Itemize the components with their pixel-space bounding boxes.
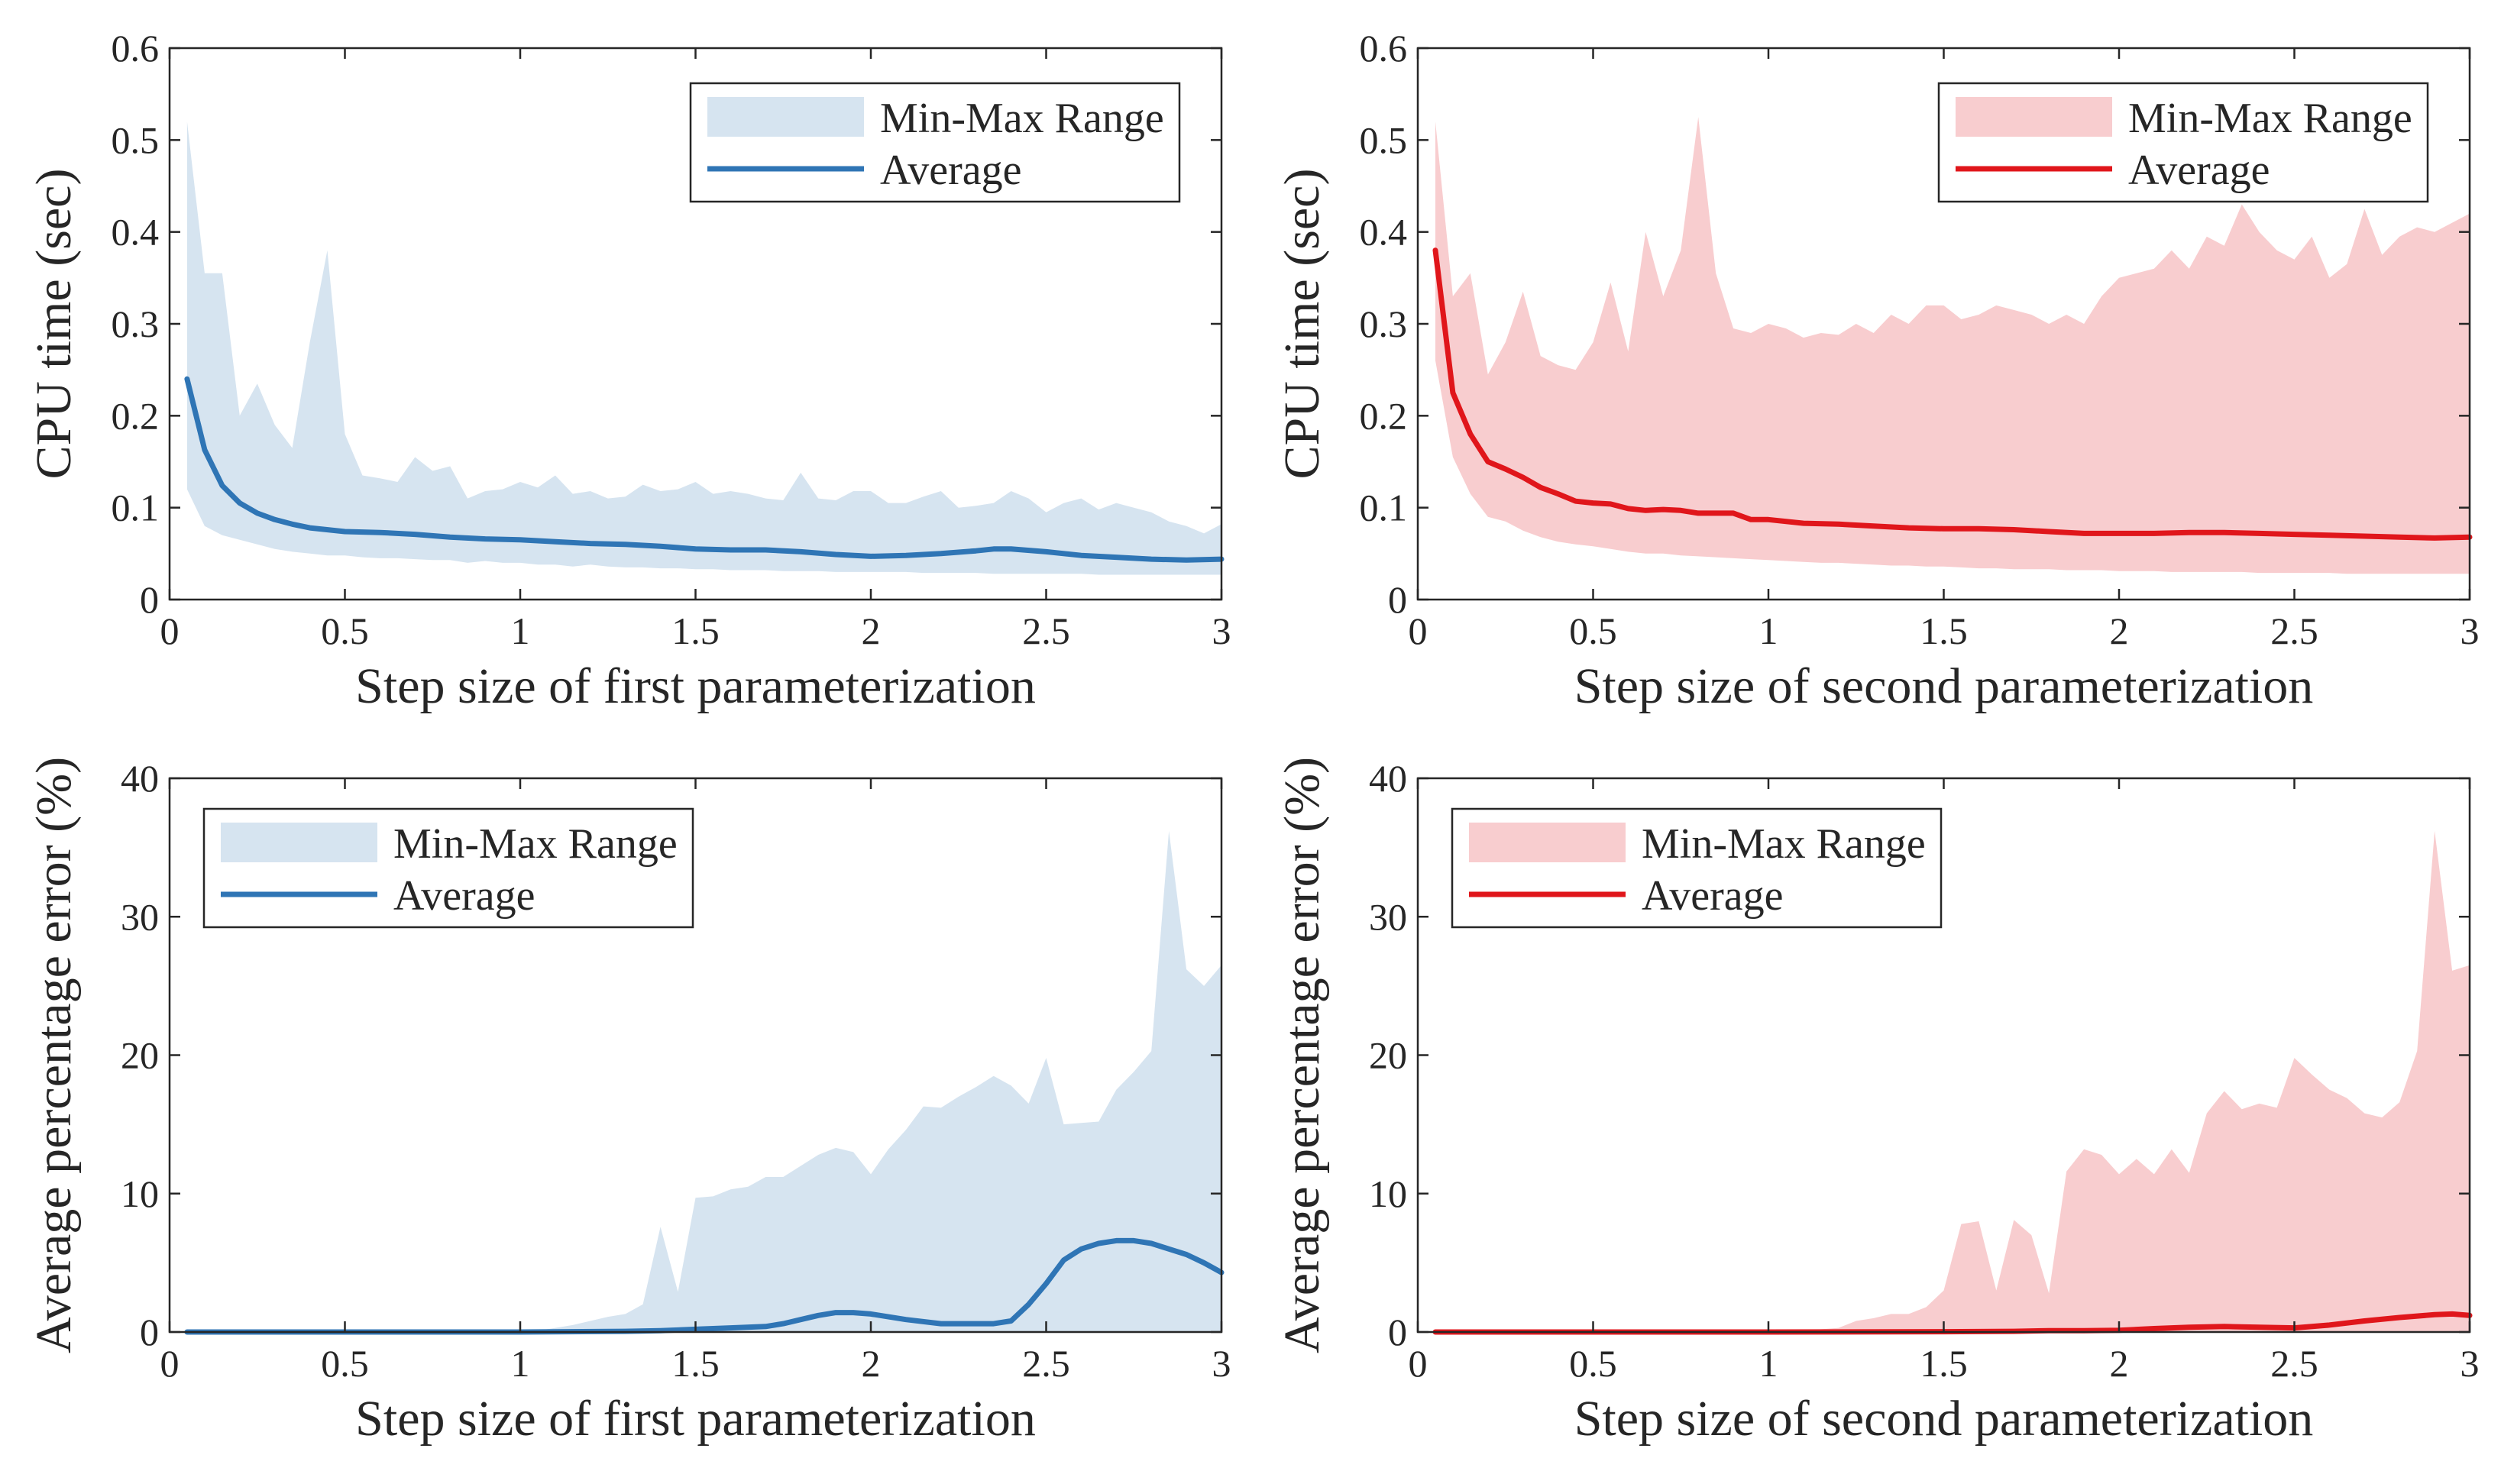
x-tick-label: 3	[1212, 609, 1231, 652]
y-tick-label: 0.5	[1360, 118, 1408, 161]
y-tick-label: 0.5	[112, 118, 160, 161]
x-axis-label: Step size of second parameterization	[1574, 1391, 2314, 1447]
y-tick-label: 0	[140, 1311, 159, 1353]
y-tick-label: 20	[121, 1034, 159, 1077]
legend-label-average: Average	[880, 147, 1022, 194]
y-tick-label: 0	[1388, 1311, 1407, 1353]
legend-swatch-range	[1956, 97, 2112, 137]
y-tick-label: 0.4	[1360, 211, 1408, 254]
x-tick-label: 1.5	[671, 1342, 720, 1385]
x-tick-label: 0.5	[321, 1342, 369, 1385]
legend: Min-Max Range Average	[1937, 82, 2429, 203]
y-tick-label: 10	[121, 1172, 159, 1215]
legend-label-range: Min-Max Range	[1642, 820, 1926, 868]
y-tick-label: 0.4	[112, 211, 160, 254]
x-tick-label: 2	[2110, 1342, 2129, 1385]
x-tick-label: 1	[511, 609, 530, 652]
chart-cpu-time-first: 0 0.5 1 1.5 2 2.5 3 0 0.1 0.2 0.3 0.4 0.5 0.6 Step siz…	[26, 27, 1231, 714]
min-max-band	[1435, 830, 2470, 1332]
y-axis-label: CPU time (sec)	[1274, 169, 1330, 480]
y-tick-label: 20	[1369, 1034, 1407, 1077]
x-tick-label: 0	[160, 1342, 180, 1385]
x-tick-label: 0.5	[1569, 1342, 1617, 1385]
x-tick-label: 2.5	[2270, 1342, 2318, 1385]
legend-swatch-range	[1469, 823, 1626, 862]
x-tick-label: 2.5	[2270, 609, 2318, 652]
y-axis-label: Average percentage error (%)	[26, 757, 82, 1353]
y-tick-label: 40	[121, 757, 159, 800]
average-line	[184, 376, 1225, 563]
y-tick-label: 0.3	[1360, 302, 1408, 345]
x-tick-label: 1	[1759, 609, 1778, 652]
y-tick-label: 0.1	[112, 487, 160, 529]
y-tick-label: 0.3	[112, 302, 160, 345]
y-tick-label: 0.2	[1360, 394, 1408, 437]
x-tick-label: 1	[511, 1342, 530, 1385]
y-tick-label: 0	[1388, 578, 1407, 621]
x-tick-label: 2.5	[1022, 1342, 1070, 1385]
x-tick-label: 0	[160, 609, 180, 652]
x-tick-label: 2	[862, 609, 881, 652]
x-tick-label: 2	[862, 1342, 881, 1385]
min-max-band	[1435, 117, 2470, 574]
legend-label-range: Min-Max Range	[880, 95, 1164, 142]
min-max-band	[186, 121, 1221, 575]
y-tick-label: 0.6	[1360, 27, 1408, 70]
x-tick-label: 0	[1409, 1342, 1428, 1385]
legend-swatch-range	[221, 823, 377, 862]
legend: Min-Max Range Average	[689, 82, 1181, 203]
y-tick-label: 0.2	[112, 394, 160, 437]
x-tick-label: 0.5	[321, 609, 369, 652]
x-tick-label: 3	[2461, 609, 2480, 652]
legend-swatch-range	[707, 97, 864, 137]
x-tick-label: 1	[1759, 1342, 1778, 1385]
x-tick-label: 0.5	[1569, 609, 1617, 652]
x-tick-label: 1.5	[671, 609, 720, 652]
y-tick-label: 40	[1369, 757, 1407, 800]
x-axis-label: Step size of second parameterization	[1574, 658, 2314, 714]
y-tick-label: 30	[1369, 895, 1407, 938]
y-tick-label: 0.1	[1360, 487, 1408, 529]
y-axis-label: CPU time (sec)	[26, 169, 82, 480]
x-tick-label: 3	[1212, 1342, 1231, 1385]
average-line	[1432, 247, 2473, 541]
average-line	[184, 1237, 1225, 1335]
x-axis-label: Step size of first parameterization	[355, 1391, 1036, 1447]
x-tick-label: 3	[2461, 1342, 2480, 1385]
legend-label-range: Min-Max Range	[393, 820, 678, 868]
y-tick-label: 30	[121, 895, 159, 938]
y-tick-label: 10	[1369, 1172, 1407, 1215]
y-tick-label: 0.6	[112, 27, 160, 70]
x-tick-label: 1.5	[1920, 609, 1968, 652]
min-max-band	[186, 830, 1221, 1332]
x-tick-label: 2.5	[1022, 609, 1070, 652]
x-axis-label: Step size of first parameterization	[355, 658, 1036, 714]
y-axis-label: Average percentage error (%)	[1274, 757, 1330, 1353]
legend-label-average: Average	[1642, 872, 1784, 920]
x-tick-label: 0	[1409, 609, 1428, 652]
y-tick-label: 0	[140, 578, 159, 621]
x-tick-label: 1.5	[1920, 1342, 1968, 1385]
legend-label-average: Average	[2128, 147, 2270, 194]
legend-label-range: Min-Max Range	[2128, 95, 2412, 142]
legend-label-average: Average	[393, 872, 535, 920]
x-tick-label: 2	[2110, 609, 2129, 652]
chart-cpu-time-second: 0 0.5 1 1.5 2 2.5 3 0 0.1 0.2 0.3 0.4 0.5 0.6 Step siz…	[1274, 27, 2480, 714]
